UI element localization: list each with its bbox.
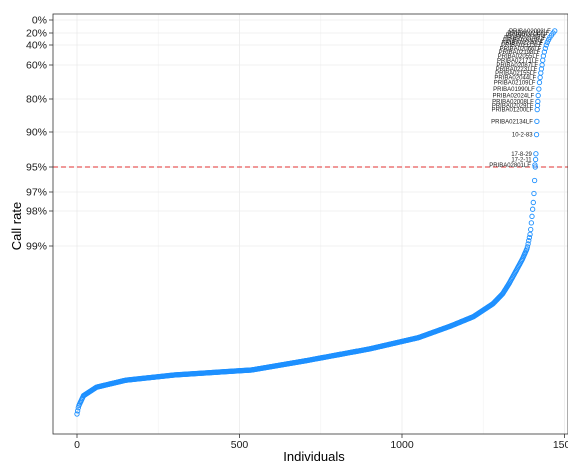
outlier-point — [532, 162, 538, 168]
outlier-label: PRIBA02055LF — [498, 54, 540, 60]
outlier-label: PRIBA02008LF — [492, 99, 534, 105]
y-tick-label: 99% — [26, 241, 47, 253]
outlier-label: PRIBA02240LF — [502, 40, 544, 46]
x-tick-label: 1000 — [390, 439, 414, 451]
outlier-point — [534, 118, 540, 125]
data-point — [526, 234, 533, 241]
outlier-label: PRIBA02171LF — [497, 58, 539, 64]
y-tick-label: 95% — [26, 162, 47, 174]
data-point — [524, 246, 530, 252]
outlier-point — [534, 102, 541, 109]
y-tick-label: 80% — [26, 94, 47, 106]
data-point — [530, 199, 536, 206]
outlier-point — [535, 92, 541, 99]
y-tick-label: 20% — [26, 28, 47, 40]
data-point — [524, 244, 531, 250]
outlier-label: PRIBA02155LF — [495, 71, 537, 77]
outlier-label: PRIBA02087LF — [496, 63, 538, 69]
data-point — [530, 206, 536, 212]
outlier-point — [543, 42, 549, 48]
plot-background — [53, 14, 568, 434]
x-tick-label: 0 — [74, 439, 80, 451]
y-axis-title: Call rate — [9, 202, 24, 250]
outlier-label: PRIBA01200LF — [491, 108, 533, 114]
outlier-label: PRIBA02148LF — [504, 35, 546, 41]
outlier-point — [536, 86, 542, 92]
data-point — [74, 411, 80, 417]
outlier-label: PRIBA02029LF — [492, 103, 534, 109]
outlier-label: PRIBA02019LF — [503, 38, 545, 44]
outlier-label: 17-2-11 — [511, 158, 532, 164]
data-point — [528, 220, 534, 226]
data-point — [531, 177, 538, 184]
data-point — [529, 213, 535, 219]
outlier-label: PRIBA02093LF — [509, 29, 551, 35]
x-tick-label: 500 — [231, 439, 249, 451]
outlier-label: PRIBA02075LF — [506, 33, 548, 39]
outlier-point — [532, 156, 539, 163]
outlier-label: PRIBA02801LF — [489, 163, 531, 169]
data-point — [531, 190, 537, 197]
data-point — [528, 226, 534, 233]
data-point — [532, 164, 538, 170]
outlier-label: PRIBA02134LF — [491, 119, 533, 125]
y-tick-label: 97% — [26, 187, 47, 199]
data-point — [75, 408, 81, 414]
outlier-label: PRIBA02212LF — [507, 31, 549, 37]
x-axis-title: Individuals — [283, 449, 345, 463]
outlier-label: PRIBA02113LF — [501, 43, 543, 49]
y-tick-label: 60% — [26, 60, 47, 72]
outlier-label: 17-8-29 — [511, 152, 532, 158]
y-tick-label: 40% — [26, 40, 47, 52]
outlier-label: PRIBA02198LF — [499, 50, 541, 56]
outlier-point — [552, 28, 558, 34]
plot-border — [52, 13, 568, 435]
outlier-point — [533, 151, 539, 157]
outlier-label: PRIBA01990LF — [493, 87, 535, 93]
data-point — [526, 238, 532, 244]
outlier-point — [541, 49, 547, 55]
outlier-point — [535, 98, 541, 105]
outlier-layer — [532, 28, 558, 168]
outlier-point — [533, 131, 540, 138]
outlier-label: 10-2-83 — [512, 133, 533, 139]
outlier-point — [542, 45, 548, 52]
outlier-label: PRIBA02024LF — [492, 93, 534, 99]
outlier-point — [536, 79, 543, 86]
points-layer — [74, 164, 538, 417]
y-tick-label: 98% — [26, 206, 47, 218]
outlier-label: PRIBA02066LF — [500, 46, 542, 52]
y-tick-label: 0% — [32, 15, 47, 27]
outlier-label: PRIBA02044LF — [494, 76, 536, 82]
outlier-point — [544, 39, 550, 45]
data-point — [527, 231, 533, 237]
y-tick-label: 90% — [26, 127, 47, 139]
outlier-point — [538, 66, 545, 72]
outlier-label: PRIBA02231LF — [496, 67, 538, 73]
data-point — [525, 241, 531, 247]
outlier-label: PRIBA02109LF — [494, 81, 536, 87]
